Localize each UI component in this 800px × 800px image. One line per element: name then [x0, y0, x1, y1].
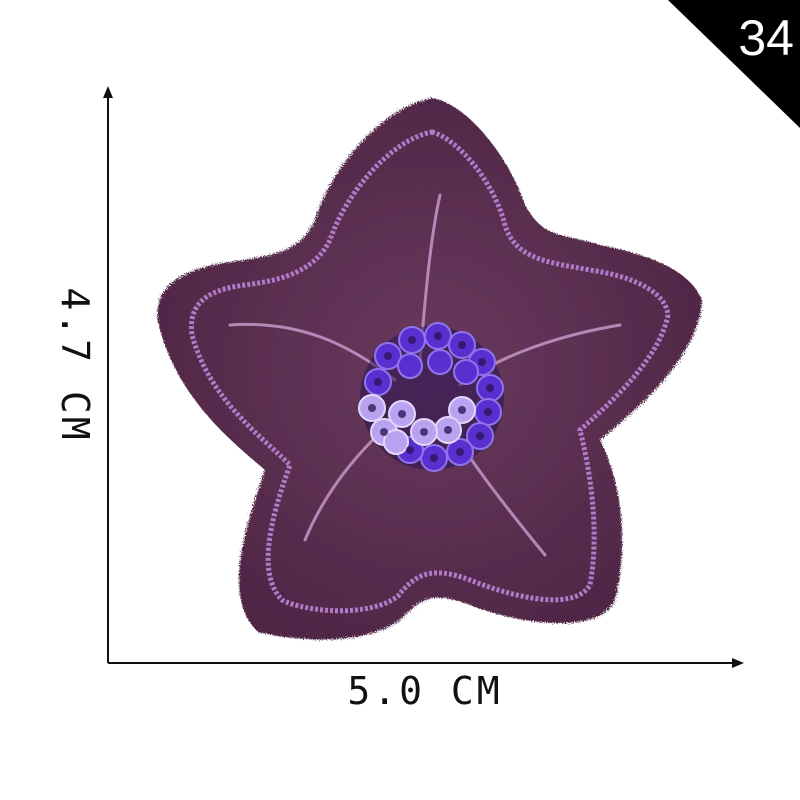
corner-badge — [668, 0, 800, 128]
sequin-center-icon — [358, 322, 504, 472]
corner-triangle — [668, 0, 800, 128]
badge-number: 34 — [738, 10, 794, 66]
width-dimension-label: 5.0 CM — [347, 669, 503, 713]
petal-outline-stitch — [188, 129, 671, 614]
vertical-arrow-icon — [103, 86, 113, 98]
horizontal-arrow-icon — [732, 658, 744, 668]
